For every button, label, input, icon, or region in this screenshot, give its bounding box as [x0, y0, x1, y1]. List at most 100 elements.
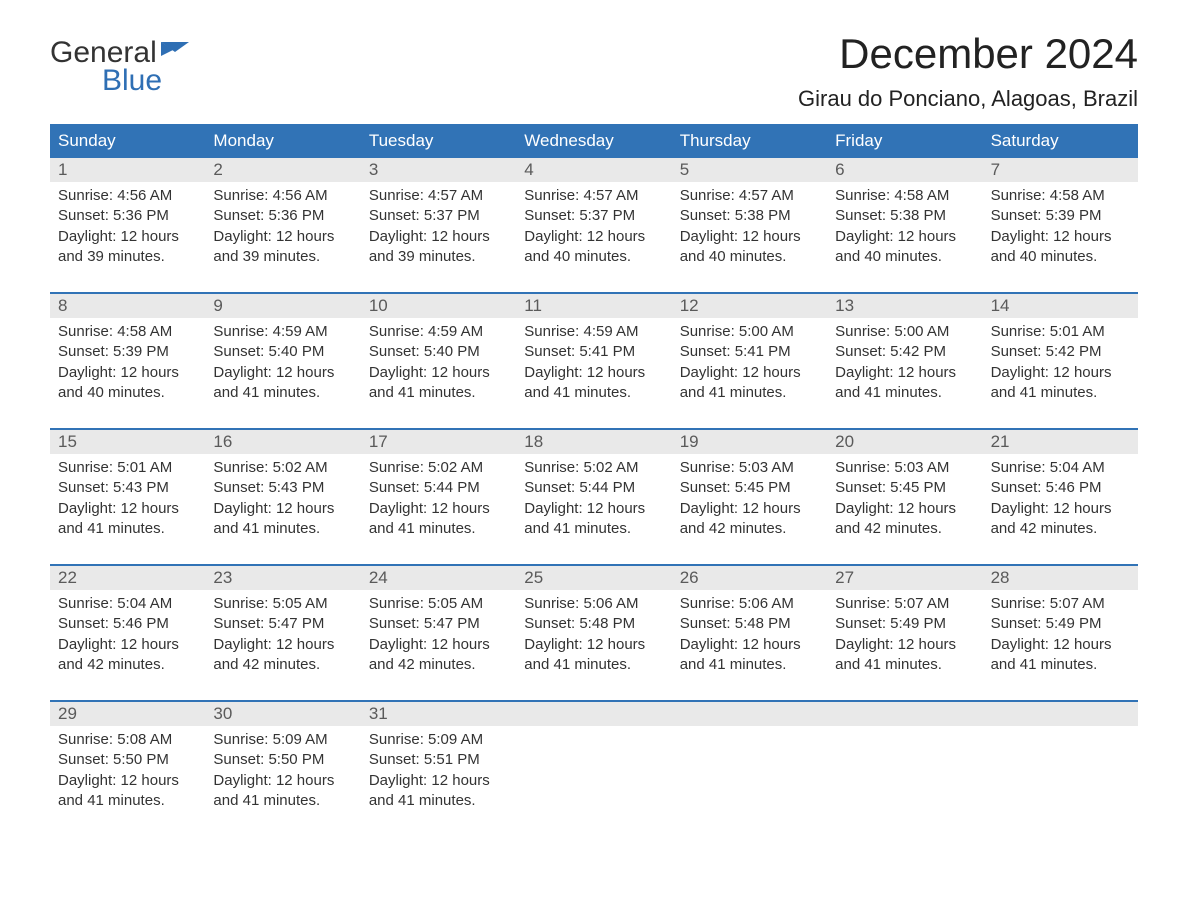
day-sunset: Sunset: 5:49 PM [991, 614, 1130, 634]
calendar-week: 1Sunrise: 4:56 AMSunset: 5:36 PMDaylight… [50, 158, 1138, 278]
day-sunset: Sunset: 5:39 PM [58, 342, 197, 362]
month-title: December 2024 [798, 30, 1138, 78]
calendar-day: 30Sunrise: 5:09 AMSunset: 5:50 PMDayligh… [205, 702, 360, 822]
day-number: 18 [516, 430, 671, 454]
day-sunrise: Sunrise: 5:07 AM [991, 594, 1130, 614]
day-day1: Daylight: 12 hours [524, 227, 663, 247]
day-body: Sunrise: 4:57 AMSunset: 5:37 PMDaylight:… [516, 182, 671, 273]
day-sunset: Sunset: 5:50 PM [58, 750, 197, 770]
day-number: 26 [672, 566, 827, 590]
calendar-day: 15Sunrise: 5:01 AMSunset: 5:43 PMDayligh… [50, 430, 205, 550]
day-body: Sunrise: 5:09 AMSunset: 5:50 PMDaylight:… [205, 726, 360, 817]
day-number: 1 [50, 158, 205, 182]
day-number: 25 [516, 566, 671, 590]
day-number: 28 [983, 566, 1138, 590]
day-sunrise: Sunrise: 5:08 AM [58, 730, 197, 750]
day-sunset: Sunset: 5:38 PM [680, 206, 819, 226]
day-day1: Daylight: 12 hours [680, 635, 819, 655]
day-number: 16 [205, 430, 360, 454]
day-day2: and 41 minutes. [991, 383, 1130, 403]
day-day1: Daylight: 12 hours [524, 363, 663, 383]
day-day2: and 41 minutes. [213, 383, 352, 403]
calendar-day: 31Sunrise: 5:09 AMSunset: 5:51 PMDayligh… [361, 702, 516, 822]
day-body: Sunrise: 5:06 AMSunset: 5:48 PMDaylight:… [516, 590, 671, 681]
day-sunrise: Sunrise: 5:02 AM [213, 458, 352, 478]
day-day2: and 41 minutes. [369, 791, 508, 811]
day-body: Sunrise: 5:04 AMSunset: 5:46 PMDaylight:… [50, 590, 205, 681]
calendar-day: 7 Sunrise: 4:58 AMSunset: 5:39 PMDaylight… [983, 158, 1138, 278]
day-number: 15 [50, 430, 205, 454]
day-sunrise: Sunrise: 5:05 AM [369, 594, 508, 614]
calendar-day: 16Sunrise: 5:02 AMSunset: 5:43 PMDayligh… [205, 430, 360, 550]
day-number: 7 [983, 158, 1138, 182]
day-sunset: Sunset: 5:39 PM [991, 206, 1130, 226]
day-day1: Daylight: 12 hours [991, 227, 1130, 247]
calendar-day [672, 702, 827, 822]
day-number: 4 [516, 158, 671, 182]
day-day1: Daylight: 12 hours [369, 363, 508, 383]
day-day2: and 41 minutes. [680, 383, 819, 403]
calendar-day: 3Sunrise: 4:57 AMSunset: 5:37 PMDaylight… [361, 158, 516, 278]
day-day1: Daylight: 12 hours [835, 363, 974, 383]
calendar-day: 1Sunrise: 4:56 AMSunset: 5:36 PMDaylight… [50, 158, 205, 278]
day-day1: Daylight: 12 hours [213, 635, 352, 655]
day-body: Sunrise: 5:02 AMSunset: 5:44 PMDaylight:… [516, 454, 671, 545]
calendar-day: 5Sunrise: 4:57 AMSunset: 5:38 PMDaylight… [672, 158, 827, 278]
day-body: Sunrise: 5:05 AMSunset: 5:47 PMDaylight:… [361, 590, 516, 681]
day-sunset: Sunset: 5:44 PM [524, 478, 663, 498]
day-number: 27 [827, 566, 982, 590]
brand-logo: General Blue [50, 30, 189, 98]
day-day1: Daylight: 12 hours [213, 227, 352, 247]
day-day2: and 42 minutes. [991, 519, 1130, 539]
day-day2: and 41 minutes. [524, 383, 663, 403]
day-day2: and 41 minutes. [213, 791, 352, 811]
day-body: Sunrise: 5:08 AMSunset: 5:50 PMDaylight:… [50, 726, 205, 817]
day-sunrise: Sunrise: 5:00 AM [680, 322, 819, 342]
day-body: Sunrise: 5:02 AMSunset: 5:44 PMDaylight:… [361, 454, 516, 545]
day-body: Sunrise: 4:59 AMSunset: 5:40 PMDaylight:… [361, 318, 516, 409]
day-day1: Daylight: 12 hours [680, 499, 819, 519]
day-day2: and 39 minutes. [213, 247, 352, 267]
day-sunrise: Sunrise: 4:59 AM [213, 322, 352, 342]
day-sunrise: Sunrise: 4:57 AM [369, 186, 508, 206]
day-number: 23 [205, 566, 360, 590]
day-sunset: Sunset: 5:48 PM [524, 614, 663, 634]
calendar-day: 29Sunrise: 5:08 AMSunset: 5:50 PMDayligh… [50, 702, 205, 822]
day-day2: and 42 minutes. [835, 519, 974, 539]
calendar-day [516, 702, 671, 822]
day-day2: and 42 minutes. [369, 655, 508, 675]
calendar-day: 9Sunrise: 4:59 AMSunset: 5:40 PMDaylight… [205, 294, 360, 414]
day-day1: Daylight: 12 hours [369, 499, 508, 519]
day-number: 20 [827, 430, 982, 454]
day-day1: Daylight: 12 hours [524, 499, 663, 519]
day-day2: and 41 minutes. [58, 519, 197, 539]
day-sunrise: Sunrise: 5:09 AM [369, 730, 508, 750]
calendar-day: 18Sunrise: 5:02 AMSunset: 5:44 PMDayligh… [516, 430, 671, 550]
calendar-body: 1Sunrise: 4:56 AMSunset: 5:36 PMDaylight… [50, 158, 1138, 822]
day-day2: and 41 minutes. [991, 655, 1130, 675]
day-body: Sunrise: 5:09 AMSunset: 5:51 PMDaylight:… [361, 726, 516, 817]
day-day2: and 41 minutes. [524, 655, 663, 675]
day-body: Sunrise: 4:57 AMSunset: 5:38 PMDaylight:… [672, 182, 827, 273]
day-number-empty [827, 702, 982, 726]
day-sunset: Sunset: 5:47 PM [213, 614, 352, 634]
day-sunset: Sunset: 5:51 PM [369, 750, 508, 770]
day-day1: Daylight: 12 hours [835, 635, 974, 655]
brand-line2: Blue [50, 64, 189, 98]
day-day2: and 41 minutes. [835, 383, 974, 403]
day-body: Sunrise: 4:58 AMSunset: 5:39 PMDaylight:… [50, 318, 205, 409]
day-day1: Daylight: 12 hours [524, 635, 663, 655]
day-sunrise: Sunrise: 5:03 AM [680, 458, 819, 478]
calendar-header-row: SundayMondayTuesdayWednesdayThursdayFrid… [50, 124, 1138, 158]
day-day1: Daylight: 12 hours [991, 499, 1130, 519]
day-day2: and 41 minutes. [58, 791, 197, 811]
day-body: Sunrise: 4:57 AMSunset: 5:37 PMDaylight:… [361, 182, 516, 273]
day-day2: and 41 minutes. [369, 519, 508, 539]
day-sunset: Sunset: 5:45 PM [835, 478, 974, 498]
day-sunrise: Sunrise: 5:09 AM [213, 730, 352, 750]
header-block: General Blue December 2024 Girau do Ponc… [50, 30, 1138, 112]
day-sunrise: Sunrise: 4:58 AM [991, 186, 1130, 206]
day-number: 9 [205, 294, 360, 318]
day-sunset: Sunset: 5:42 PM [835, 342, 974, 362]
day-sunset: Sunset: 5:42 PM [991, 342, 1130, 362]
